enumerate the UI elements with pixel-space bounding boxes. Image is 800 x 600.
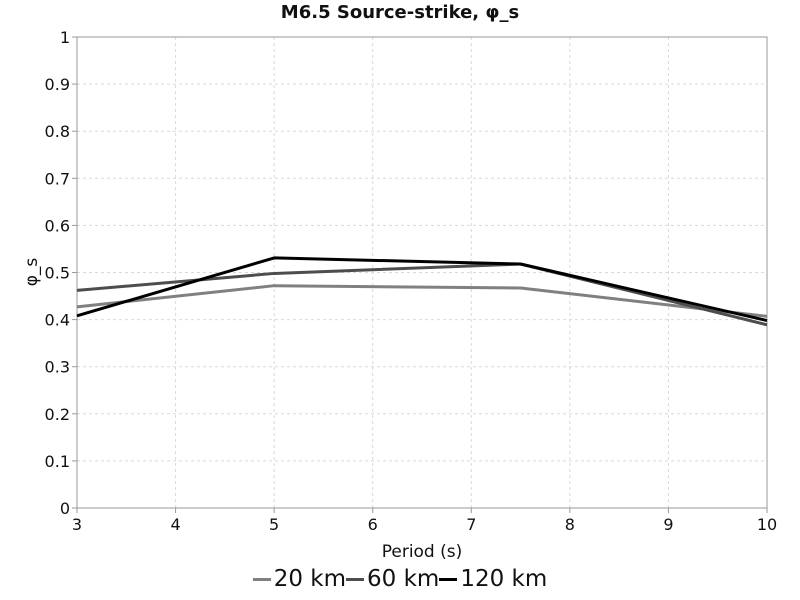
series-line-120-km (76, 256, 768, 323)
x-tick-label: 7 (466, 515, 476, 534)
legend-swatch (439, 577, 458, 581)
legend-swatch (346, 577, 365, 581)
x-tick-label: 3 (72, 515, 82, 534)
y-tick-label: 0.9 (45, 75, 70, 94)
y-tick-label: 0.4 (45, 311, 70, 330)
series-line-60-km (76, 262, 768, 327)
y-tick-label: 1 (60, 28, 70, 47)
y-tick-label: 0.5 (45, 264, 70, 283)
legend-item: 60 km (346, 566, 439, 592)
legend-swatch (252, 577, 271, 581)
legend-label: 120 km (460, 566, 548, 592)
series-layer (76, 256, 768, 327)
x-axis-ticks: 3 4 5 6 7 8 9 10 (72, 508, 777, 534)
grid-layer (76, 36, 768, 509)
x-tick-label: 9 (663, 515, 673, 534)
x-tick-label: 5 (269, 515, 279, 534)
y-axis-ticks: 0 0.1 0.2 0.3 0.4 0.5 0.6 0.7 0.8 0.9 1 (45, 28, 77, 518)
chart-title: M6.5 Source-strike, φ_s (280, 2, 520, 23)
y-tick-label: 0.2 (45, 405, 70, 424)
y-tick-label: 0 (60, 499, 70, 518)
x-tick-label: 10 (757, 515, 777, 534)
legend-label: 60 km (367, 566, 440, 592)
legend-item: 120 km (439, 566, 547, 592)
x-tick-label: 6 (368, 515, 378, 534)
series-line-20-km (76, 284, 768, 318)
y-tick-label: 0.7 (45, 169, 70, 188)
legend-label: 20 km (273, 566, 347, 592)
x-tick-label: 4 (170, 515, 180, 534)
x-axis-label: Period (s) (382, 542, 463, 562)
legend-item: 20 km (252, 566, 347, 592)
legend: 20 km 60 km 120 km (0, 566, 800, 592)
y-axis-label: φ_s (22, 258, 42, 287)
y-tick-label: 0.8 (45, 122, 70, 141)
x-tick-label: 8 (565, 515, 575, 534)
y-tick-label: 0.6 (45, 216, 70, 235)
y-tick-label: 0.3 (45, 358, 70, 377)
y-tick-label: 0.1 (45, 452, 70, 471)
